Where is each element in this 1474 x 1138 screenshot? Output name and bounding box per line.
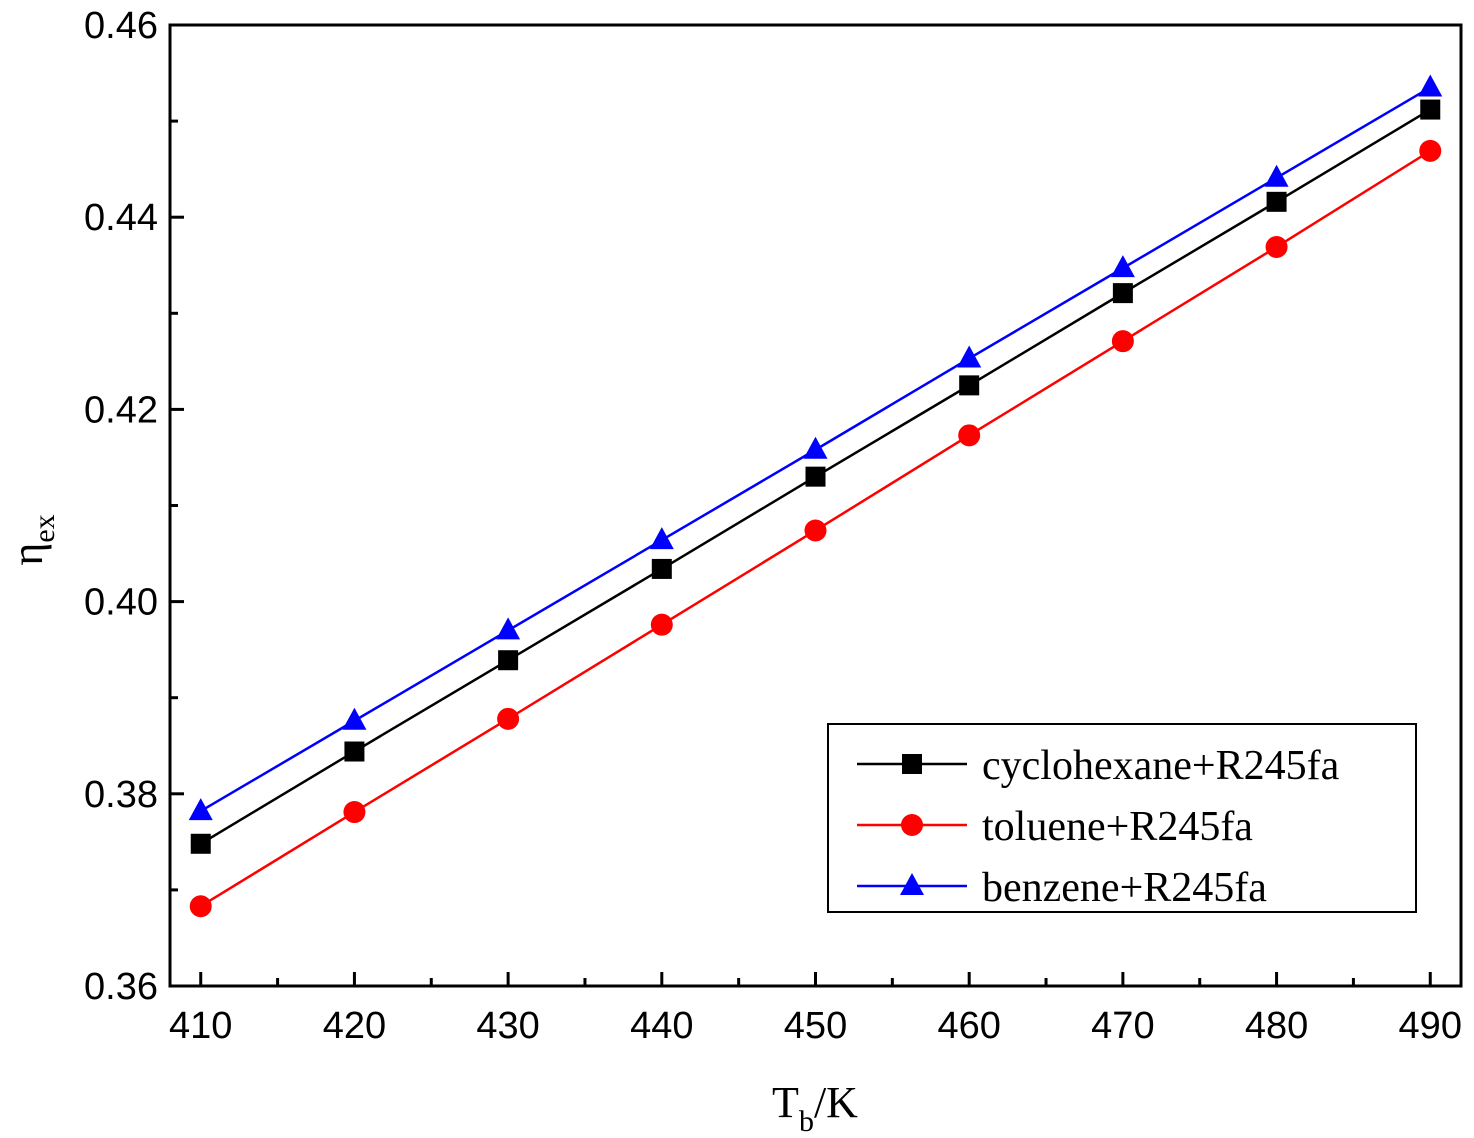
series-benzene [188,74,1443,821]
data-point-benzene [649,527,674,550]
x-tick-label: 470 [1091,1005,1154,1047]
legend-label-benzene: benzene+R245fa [982,865,1267,911]
data-point-cyclohexane [651,558,672,579]
x-axis-title-sub: b [799,1105,814,1138]
data-point-benzene [496,617,521,640]
series-layer [188,74,1443,918]
y-tick-label: 0.38 [84,774,158,816]
x-tick-label: 450 [784,1005,847,1047]
plot-frame [168,23,1463,988]
legend-marker-toluene [901,814,923,836]
data-point-toluene [1111,330,1134,353]
x-tick-label: 430 [476,1005,539,1047]
legend-item-cyclohexane: cyclohexane+R245fa [857,743,1340,789]
x-tick-label: 420 [323,1005,386,1047]
legend-item-benzene: benzene+R245fa [857,865,1267,911]
data-point-benzene [803,436,828,459]
y-tick-label: 0.36 [84,966,158,1008]
data-point-toluene [189,895,212,918]
data-point-cyclohexane [1266,191,1287,212]
series-cyclohexane [190,99,1441,854]
x-tick-label: 440 [630,1005,693,1047]
y-axis-title: ηex [3,514,61,565]
legend-marker-cyclohexane [902,754,922,774]
data-point-toluene [497,707,520,730]
data-point-toluene [343,801,366,824]
legend: cyclohexane+R245fa toluene+R245fa benzene+… [827,723,1417,913]
data-point-benzene [342,707,367,730]
x-axis-title-main: T [772,1078,799,1127]
legend-marker-benzene [900,873,924,895]
data-point-benzene [1264,164,1289,187]
x-tick-label: 460 [937,1005,1000,1047]
data-point-cyclohexane [1420,99,1441,120]
data-point-toluene [650,613,673,636]
y-axis-title-main: η [3,543,52,566]
data-point-cyclohexane [498,650,519,671]
x-tick-label: 410 [169,1005,232,1047]
data-point-toluene [958,424,981,447]
data-point-toluene [804,519,827,542]
ticks-layer: 410 420 430 440 450 460 470 480 490 0.36 0.38 0.40 0… [84,5,1462,1047]
data-point-benzene [188,798,213,821]
series-toluene [189,139,1442,918]
data-point-benzene [957,345,982,368]
y-tick-label: 0.40 [84,582,158,624]
legend-item-toluene: toluene+R245fa [857,804,1253,850]
x-axis-title: Tb/K [772,1078,858,1138]
data-point-cyclohexane [190,833,211,854]
y-tick-label: 0.42 [84,389,158,431]
legend-box [827,723,1417,913]
y-axis-title-sub: ex [28,514,61,542]
legend-label-toluene: toluene+R245fa [982,804,1253,850]
legend-label-cyclohexane: cyclohexane+R245fa [982,743,1340,789]
y-tick-label: 0.46 [84,5,158,47]
x-tick-label: 480 [1245,1005,1308,1047]
data-point-toluene [1419,139,1442,162]
y-tick-label: 0.44 [84,197,158,239]
legend-items: cyclohexane+R245fa toluene+R245fa benzene+… [857,743,1340,911]
data-point-benzene [1418,74,1443,97]
data-point-cyclohexane [959,375,980,396]
data-point-benzene [1110,255,1135,278]
data-point-toluene [1265,235,1288,258]
x-axis-title-suffix: /K [814,1078,858,1127]
data-point-cyclohexane [344,741,365,762]
data-point-cyclohexane [1112,283,1133,304]
data-point-cyclohexane [805,466,826,487]
x-tick-label: 490 [1399,1005,1462,1047]
